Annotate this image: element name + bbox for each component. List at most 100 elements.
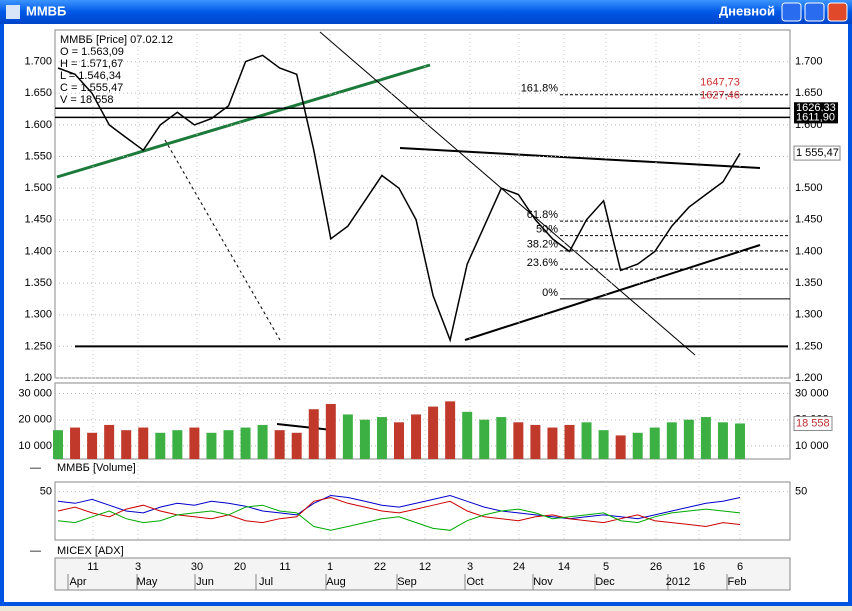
y-tick-label: 1.400 (24, 245, 52, 257)
month-label: Apr (69, 576, 86, 588)
y-tick-label: 1.300 (24, 309, 52, 321)
info-line: H = 1.571,67 (60, 58, 123, 70)
volume-bar (564, 424, 575, 459)
volume-bar (445, 401, 456, 459)
day-label: 22 (374, 561, 386, 573)
close-button[interactable] (827, 2, 848, 22)
timeframe: Дневной (719, 3, 775, 18)
month-label: Feb (728, 576, 747, 588)
day-label: 6 (737, 561, 743, 573)
volume-bar (155, 432, 166, 459)
price-level-box (794, 111, 838, 124)
day-label: 3 (467, 561, 473, 573)
volume-bar (717, 422, 728, 459)
fib-label: 161.8% (521, 83, 559, 95)
y-tick-label: 1.700 (24, 56, 52, 68)
volume-bar (308, 409, 319, 459)
y-tick-label: 1.250 (795, 340, 823, 352)
volume-bar (666, 422, 677, 459)
y-tick-label: 1.200 (795, 372, 823, 384)
volume-bar (359, 419, 370, 459)
minimize-button[interactable] (781, 2, 802, 22)
y-tick-label: 10 000 (795, 440, 829, 452)
y-tick-label: 10 000 (18, 440, 52, 452)
month-label: May (137, 576, 158, 588)
volume-panel (54, 382, 791, 460)
maximize-button[interactable] (804, 2, 825, 22)
volume-bar (735, 423, 745, 459)
fib-label: 23.6% (527, 257, 558, 269)
price-level-box (794, 102, 838, 115)
y-tick-label: 1.300 (795, 309, 823, 321)
price-level-label: 1611,90 (796, 111, 835, 123)
trend-line (399, 147, 761, 169)
price-line (57, 54, 741, 343)
last-price-label: 1 555,47 (796, 147, 839, 159)
y-tick-label: 1.500 (24, 182, 52, 194)
fib-label: 38.2% (527, 239, 558, 251)
y-tick-label: 30 000 (18, 387, 52, 399)
day-label: 24 (513, 561, 525, 573)
info-line: C = 1.555,47 (60, 82, 123, 94)
day-label: 5 (603, 561, 609, 573)
volume-bar (291, 432, 302, 459)
volume-bar (394, 422, 404, 459)
volume-bar (530, 424, 541, 459)
volume-bar (632, 432, 643, 459)
volume-bar (87, 432, 98, 459)
y-tick-label: 20 000 (18, 414, 52, 426)
price-level-label: 1626,33 (796, 102, 836, 114)
volume-bar (223, 430, 234, 459)
month-label: 2012 (666, 576, 690, 588)
adx-line (57, 504, 741, 531)
volume-bar (649, 427, 660, 459)
title-bar (0, 0, 852, 24)
trend-line (276, 423, 333, 431)
trend-line (56, 63, 431, 179)
volume-bar (257, 424, 268, 459)
info-line: O = 1.563,09 (60, 46, 124, 58)
y-tick-label: 1.200 (24, 372, 52, 384)
volume-bar (581, 422, 592, 459)
volume-bar (411, 414, 422, 459)
volume-last-box (793, 415, 833, 431)
month-label: Oct (466, 576, 483, 588)
y-tick-label: 1.250 (24, 340, 52, 352)
trend-line (464, 244, 761, 341)
day-label: 26 (650, 561, 662, 573)
day-label: 1 (327, 561, 333, 573)
day-label: 14 (558, 561, 570, 573)
price-annotation: 1647,73 (700, 77, 740, 89)
y-tick-label: 1.550 (24, 150, 52, 162)
y-tick-label: 1.650 (795, 87, 823, 99)
y-tick-label: 1.350 (24, 277, 52, 289)
trend-line (319, 31, 696, 356)
month-label: Sep (397, 576, 417, 588)
adx-panel (54, 481, 791, 541)
price-panel (54, 29, 791, 379)
info-line: L = 1.546,34 (60, 70, 121, 82)
volume-bar (428, 406, 439, 459)
volume-bar (376, 417, 387, 459)
volume-bar (240, 427, 251, 459)
day-label: 16 (693, 561, 705, 573)
y-tick-label: 1.450 (24, 214, 52, 226)
legend-line: — (30, 462, 41, 474)
y-tick-label: 1.450 (795, 214, 823, 226)
month-label: Aug (326, 576, 346, 588)
volume-bar (70, 427, 81, 459)
app-icon (6, 5, 20, 19)
volume-bar (513, 422, 524, 459)
volume-bar (683, 419, 694, 459)
adx-legend: MICEX [ADX] (57, 545, 124, 557)
y-tick-label: 1.500 (795, 182, 823, 194)
chart-area (4, 24, 848, 602)
y-tick-label: 1.600 (24, 119, 52, 131)
volume-last-label: 18 558 (796, 417, 830, 429)
volume-bar (547, 427, 558, 459)
window-title: ММВБ (26, 3, 66, 18)
day-label: 11 (279, 561, 290, 573)
volume-bar (598, 430, 609, 459)
